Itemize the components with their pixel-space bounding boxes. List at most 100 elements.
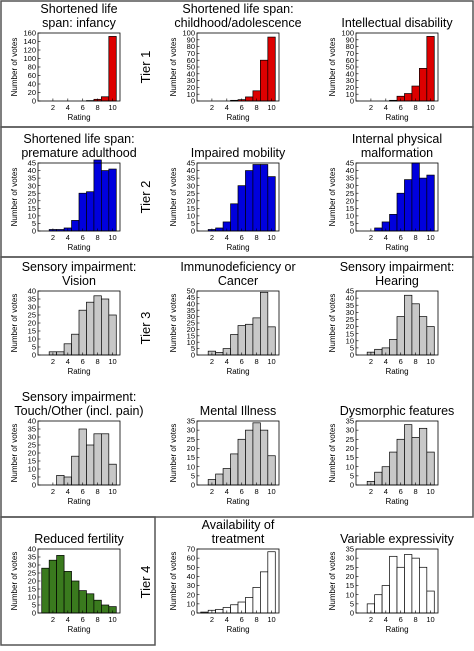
x-axis-label: Rating [385,243,408,252]
chart-title-line: Immunodeficiency or [180,260,295,274]
x-tick-label: 6 [81,103,85,112]
bar [57,352,64,355]
chart-title: Shortened life span:childhood/adolescenc… [174,2,301,30]
bar [268,177,275,231]
y-axis-label: Number of votes [328,424,337,483]
y-tick-label: 40 [28,417,36,426]
y-tick-label: 20 [28,577,36,586]
bar [245,597,252,613]
y-tick-label: 20 [346,572,354,581]
x-tick-label: 2 [369,357,373,366]
chart-title-line: Hearing [375,274,419,288]
y-tick-label: 10 [346,462,354,471]
chart-title-line: Variable expressivity [340,532,454,546]
bar [245,324,252,355]
x-tick-label: 2 [51,103,55,112]
y-axis-label: Number of votes [328,168,337,227]
y-tick-label: 5 [32,343,36,352]
bar [109,315,116,355]
y-tick-label: 5 [350,471,354,480]
tier-label-3: Tier 3 [138,312,153,345]
bar [404,295,411,355]
bar [397,193,404,231]
x-tick-label: 2 [51,615,55,624]
y-tick-label: 10 [28,335,36,344]
bar [109,36,116,101]
y-tick-label: 40 [28,287,36,296]
chart-title-line: Reduced fertility [34,532,124,546]
x-tick-label: 6 [240,357,244,366]
bar [390,214,397,231]
x-tick-label: 6 [240,615,244,624]
bar [79,591,86,613]
y-tick-label: 10 [346,590,354,599]
y-axis-label: Number of votes [10,168,19,227]
x-tick-label: 4 [384,615,388,624]
x-tick-label: 6 [399,357,403,366]
x-tick-label: 10 [267,357,275,366]
x-axis-label: Rating [67,243,90,252]
chart-title-line: Sensory impairment: [22,260,137,274]
bar [238,439,245,485]
bar [375,349,382,355]
y-tick-label: 80 [28,63,36,72]
chart-title: Mental Illness [200,404,276,418]
chart-9: Sensory impairment:Hearing05101520253035… [328,260,454,376]
bar [412,558,419,613]
y-tick-label: 5 [32,473,36,482]
chart-3: Intellectual disability01020304050607080… [328,16,453,122]
chart-title-line: span: infancy [42,16,116,30]
y-tick-label: 45 [187,159,195,168]
bar [404,94,411,101]
x-tick-label: 10 [426,357,434,366]
x-tick-label: 4 [384,487,388,496]
y-axis-label: Number of votes [10,424,19,483]
y-tick-label: 0 [191,609,195,618]
x-tick-label: 6 [240,233,244,242]
x-tick-label: 8 [96,615,100,624]
x-tick-label: 2 [369,615,373,624]
bar [101,97,108,101]
y-tick-label: 35 [187,417,195,426]
bar [382,586,389,613]
tier-label-1: Tier 1 [138,51,153,84]
chart-title: Sensory impairment:Vision [22,260,137,288]
y-axis-label: Number of votes [10,38,19,97]
bar [427,175,434,231]
bar [72,456,79,485]
bar [397,317,404,355]
bar [390,339,397,355]
y-tick-label: 15 [346,453,354,462]
bar [404,425,411,485]
chart-title-line: Mental Illness [200,404,276,418]
x-axis-label: Rating [67,113,90,122]
x-axis-label: Rating [385,625,408,634]
bar [94,160,101,231]
x-tick-label: 4 [384,233,388,242]
chart-title-line: Dysmorphic features [340,404,455,418]
x-tick-label: 8 [96,103,100,112]
y-tick-label: 60 [28,71,36,80]
y-tick-label: 100 [23,54,36,63]
y-tick-label: 25 [346,435,354,444]
x-tick-label: 2 [51,487,55,496]
y-axis-label: Number of votes [169,294,178,353]
bar [253,318,260,355]
bar [253,587,260,613]
chart-10: Sensory impairment:Touch/Other (incl. pa… [10,390,144,506]
x-tick-label: 8 [255,487,259,496]
bar [260,292,267,355]
x-tick-label: 10 [267,103,275,112]
y-tick-label: 25 [28,441,36,450]
x-tick-label: 8 [255,103,259,112]
y-tick-label: 20 [28,88,36,97]
x-tick-label: 4 [225,357,229,366]
bar [382,467,389,485]
y-tick-label: 0 [32,97,36,106]
bar [86,192,93,231]
